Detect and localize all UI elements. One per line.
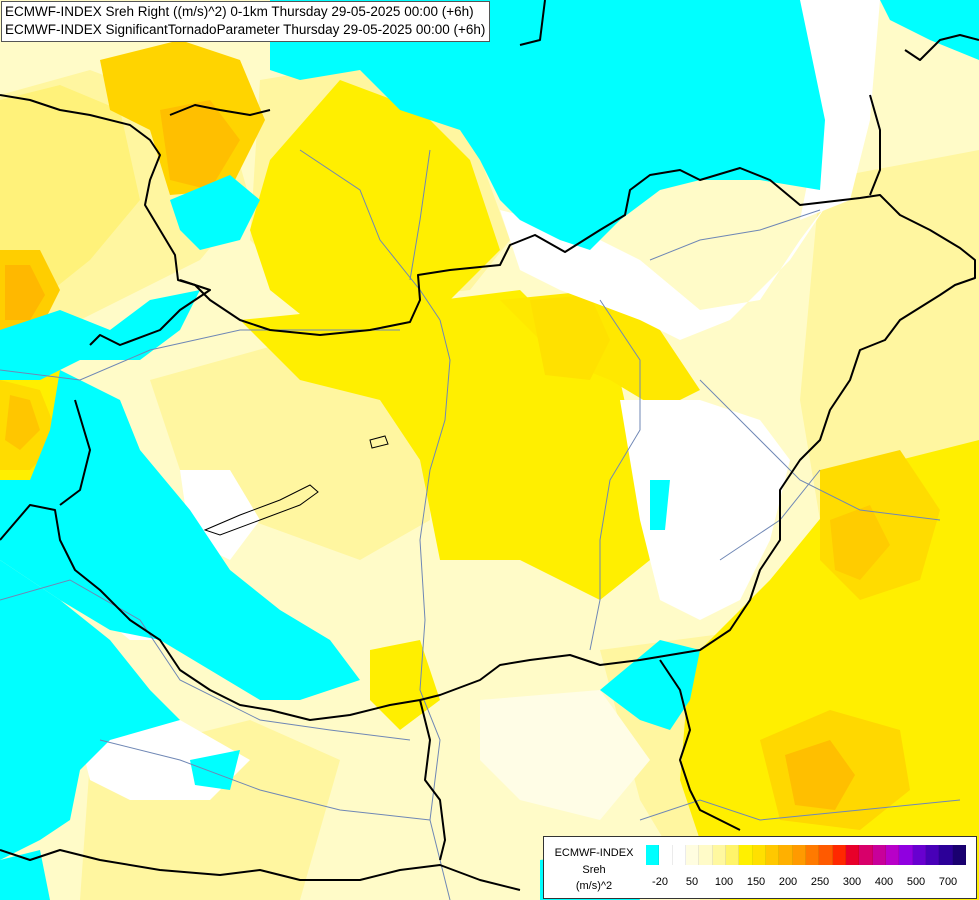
color-legend: ECMWF-INDEX Sreh (m/s)^2 -20 50 100 150 200 2…	[543, 836, 977, 899]
legend-swatch	[872, 845, 886, 865]
legend-swatch	[832, 845, 846, 865]
legend-swatch	[646, 845, 660, 865]
legend-ticks: -20 50 100 150 200 250 300 400 500 700	[646, 876, 966, 890]
legend-swatch	[925, 845, 940, 865]
legend-swatch	[885, 845, 900, 865]
legend-tick-label: 300	[842, 876, 862, 888]
legend-tick-label: 400	[874, 876, 894, 888]
legend-swatch	[685, 845, 700, 865]
legend-tick-label: 500	[906, 876, 926, 888]
legend-swatch	[699, 845, 713, 865]
legend-tick-label: 200	[778, 876, 798, 888]
lake-outline	[203, 435, 389, 536]
legend-swatch	[899, 845, 913, 865]
legend-swatch	[845, 845, 860, 865]
legend-swatch	[712, 845, 726, 865]
legend-tick-label: 50	[685, 876, 699, 888]
sreh-orange-zones	[0, 40, 940, 830]
title-sreh: ECMWF-INDEX Sreh Right ((m/s)^2) 0-1km T…	[5, 4, 474, 19]
map-title-box: ECMWF-INDEX Sreh Right ((m/s)^2) 0-1km T…	[1, 1, 491, 42]
legend-unit: (m/s)^2	[575, 880, 613, 892]
legend-swatch	[725, 845, 740, 865]
legend-tick-label: -20	[652, 876, 668, 888]
legend-swatch	[805, 845, 820, 865]
legend-swatch	[952, 845, 966, 865]
legend-swatch	[672, 845, 686, 865]
legend-parameter: Sreh	[582, 864, 606, 876]
title-stp: ECMWF-INDEX SignificantTornadoParameter …	[5, 22, 486, 37]
legend-swatches	[646, 845, 966, 865]
legend-swatch	[779, 845, 793, 865]
rivers	[0, 149, 961, 900]
legend-tick-label: 700	[938, 876, 958, 888]
legend-tick-label: 250	[810, 876, 830, 888]
legend-swatch	[752, 845, 766, 865]
legend-swatch	[659, 845, 673, 865]
legend-tick-label: 150	[746, 876, 766, 888]
legend-tick-label: 100	[714, 876, 734, 888]
legend-swatch	[859, 845, 873, 865]
legend-swatch	[939, 845, 953, 865]
legend-swatch	[765, 845, 780, 865]
legend-swatch	[792, 845, 806, 865]
legend-swatch	[739, 845, 753, 865]
legend-swatch	[912, 845, 926, 865]
legend-title: ECMWF-INDEX	[554, 847, 634, 859]
legend-swatch	[819, 845, 833, 865]
